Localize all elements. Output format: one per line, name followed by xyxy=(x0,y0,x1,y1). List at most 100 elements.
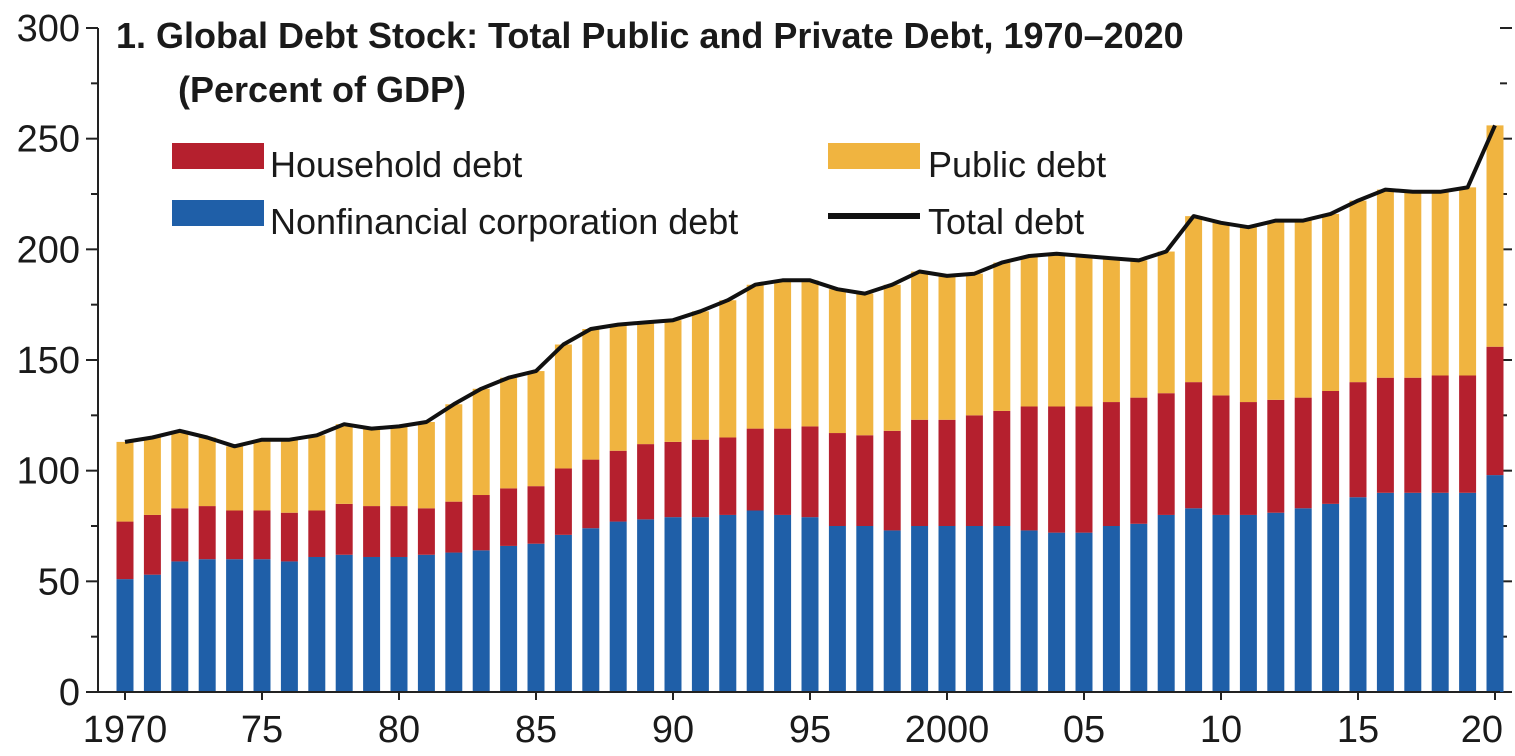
bar-segment-public xyxy=(911,271,929,420)
bar-segment-household xyxy=(143,514,161,575)
bar-segment-public xyxy=(1376,189,1394,378)
bar-segment-household xyxy=(198,506,216,560)
bar-segment-public xyxy=(1212,222,1230,396)
bar-segment-household xyxy=(774,428,792,515)
bar-segment-nonfinancial xyxy=(1130,523,1148,692)
bar-segment-nonfinancial xyxy=(774,514,792,692)
bar-segment-public xyxy=(1130,260,1148,398)
bar-segment-public xyxy=(664,320,682,442)
bar-segment-public xyxy=(1075,255,1093,407)
bar-segment-public xyxy=(1020,255,1038,407)
bar-segment-public xyxy=(828,289,846,434)
bar-segment-public xyxy=(719,300,737,438)
x-tick-label: 10 xyxy=(1200,709,1242,751)
bar-segment-public xyxy=(774,280,792,429)
bar-segment-household xyxy=(527,486,545,544)
bar-segment-nonfinancial xyxy=(965,526,983,692)
bar-segment-household xyxy=(390,506,408,557)
bar-segment-household xyxy=(1239,402,1257,515)
bar-segment-nonfinancial xyxy=(1239,514,1257,692)
bar-segment-nonfinancial xyxy=(1459,492,1477,692)
bar-segment-nonfinancial xyxy=(1048,532,1066,692)
bar-segment-nonfinancial xyxy=(1075,532,1093,692)
bar-segment-household xyxy=(993,410,1011,526)
bar-segment-nonfinancial xyxy=(609,521,627,692)
bar-segment-household xyxy=(1157,393,1175,515)
legend-swatch-nonfinancial xyxy=(172,200,264,226)
bar-segment-household xyxy=(280,512,298,562)
bar-segment-public xyxy=(938,275,956,420)
bar-segment-household xyxy=(1294,397,1312,509)
bar-segment-nonfinancial xyxy=(417,554,435,692)
bar-segment-public xyxy=(335,424,353,504)
bar-segment-household xyxy=(1212,395,1230,515)
x-tick-label: 2000 xyxy=(905,709,990,751)
bar-segment-household xyxy=(472,495,490,551)
bar-segment-nonfinancial xyxy=(801,517,819,692)
chart-title: 1. Global Debt Stock: Total Public and P… xyxy=(116,15,1184,56)
legend-swatch-household xyxy=(172,143,264,169)
bar-segment-public xyxy=(1486,125,1504,347)
x-tick-label: 80 xyxy=(378,709,420,751)
bar-segment-nonfinancial xyxy=(1431,492,1449,692)
bar-segment-nonfinancial xyxy=(472,550,490,692)
x-tick-label: 1970 xyxy=(83,709,168,751)
legend-label-total: Total debt xyxy=(928,201,1084,242)
y-tick-label: 200 xyxy=(17,229,80,271)
bar-segment-nonfinancial xyxy=(746,510,764,692)
bar-segment-household xyxy=(1431,375,1449,493)
bar-segment-nonfinancial xyxy=(911,526,929,692)
bar-segment-household xyxy=(582,459,600,529)
x-axis: 1970 75 80 85 90 95 2000 05 10 15 20 xyxy=(83,691,1503,751)
bar-segment-nonfinancial xyxy=(1322,503,1340,692)
x-tick-label: 75 xyxy=(241,709,283,751)
x-tick-label: 85 xyxy=(515,709,557,751)
bar-segment-nonfinancial xyxy=(1376,492,1394,692)
y-tick-label: 300 xyxy=(17,8,80,50)
bar-segment-household xyxy=(637,444,655,520)
legend: Household debt Nonfinancial corporation … xyxy=(172,143,1106,242)
bar-segment-public xyxy=(1404,191,1422,378)
bar-segment-nonfinancial xyxy=(1486,475,1504,692)
bar-segment-household xyxy=(445,501,463,553)
bar-segment-public xyxy=(198,437,216,507)
bar-segment-household xyxy=(226,510,244,560)
legend-swatch-public xyxy=(828,143,920,169)
y-tick-label: 100 xyxy=(17,451,80,493)
bar-segment-public xyxy=(116,441,134,522)
chart-subtitle: (Percent of GDP) xyxy=(178,69,466,110)
bar-segment-public xyxy=(1185,216,1203,383)
bar-segment-nonfinancial xyxy=(1102,526,1120,692)
bar-segment-nonfinancial xyxy=(554,534,572,692)
bar-segment-nonfinancial xyxy=(445,552,463,692)
bar-segment-nonfinancial xyxy=(390,556,408,692)
bar-segment-nonfinancial xyxy=(1404,492,1422,692)
legend-label-household: Household debt xyxy=(270,144,522,185)
bar-segment-nonfinancial xyxy=(116,579,134,692)
bar-segment-household xyxy=(417,508,435,555)
bar-segment-nonfinancial xyxy=(883,530,901,692)
bar-segment-public xyxy=(691,311,709,440)
bar-segment-nonfinancial xyxy=(664,517,682,692)
bar-segment-household xyxy=(1102,402,1120,526)
bar-segment-nonfinancial xyxy=(1157,514,1175,692)
bar-segment-household xyxy=(609,450,627,522)
bar-segment-household xyxy=(171,508,189,562)
bar-segment-public xyxy=(1294,220,1312,398)
bar-segment-public xyxy=(856,293,874,436)
bar-segment-household xyxy=(1322,390,1340,504)
y-tick-label: 0 xyxy=(59,672,80,714)
bar-segment-nonfinancial xyxy=(363,556,381,692)
bar-segment-nonfinancial xyxy=(1185,508,1203,692)
bar-segment-household xyxy=(664,441,682,518)
bar-segment-nonfinancial xyxy=(308,556,326,692)
bar-segment-public xyxy=(280,439,298,513)
bar-segment-public xyxy=(1431,191,1449,376)
bar-segment-public xyxy=(1102,258,1120,403)
bar-segment-household xyxy=(1404,377,1422,493)
bar-segment-public xyxy=(253,439,271,511)
bar-segment-public xyxy=(472,388,490,496)
bar-segment-household xyxy=(1349,382,1367,498)
bar-segment-nonfinancial xyxy=(198,559,216,692)
bar-segment-nonfinancial xyxy=(1349,497,1367,692)
